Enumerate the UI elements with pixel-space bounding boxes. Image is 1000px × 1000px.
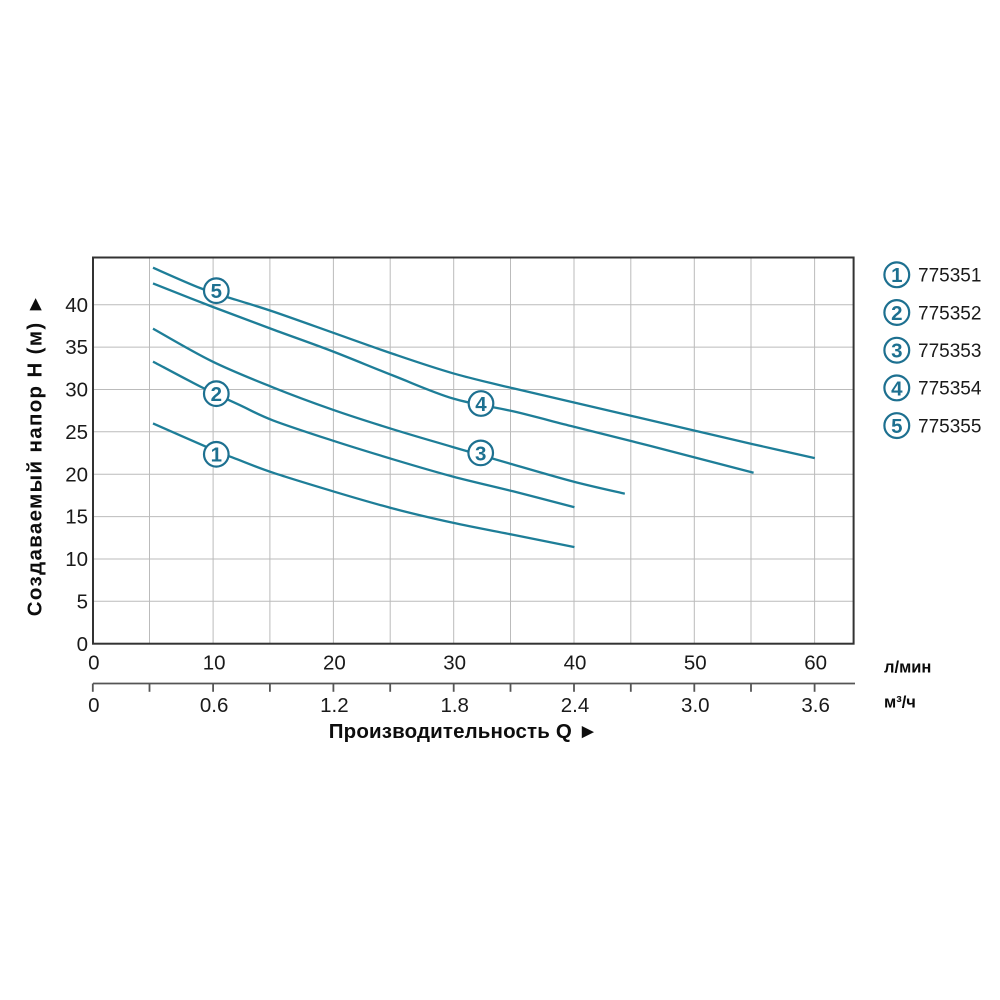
svg-text:3.6: 3.6 xyxy=(801,694,830,717)
svg-text:25: 25 xyxy=(65,421,88,444)
svg-text:35: 35 xyxy=(65,336,88,359)
svg-text:10: 10 xyxy=(65,548,88,571)
svg-text:10: 10 xyxy=(203,652,226,675)
svg-text:2.4: 2.4 xyxy=(561,694,590,717)
svg-text:3.0: 3.0 xyxy=(681,694,710,717)
svg-text:2: 2 xyxy=(211,383,222,406)
svg-text:3: 3 xyxy=(891,340,902,363)
svg-text:775353: 775353 xyxy=(918,341,981,362)
svg-text:1.2: 1.2 xyxy=(320,694,349,717)
svg-text:40: 40 xyxy=(65,294,88,317)
svg-text:1: 1 xyxy=(211,444,222,467)
svg-text:20: 20 xyxy=(65,463,88,486)
svg-text:40: 40 xyxy=(564,652,587,675)
svg-text:15: 15 xyxy=(65,506,88,529)
svg-text:60: 60 xyxy=(804,652,827,675)
svg-text:0: 0 xyxy=(77,633,88,656)
svg-text:1.8: 1.8 xyxy=(440,694,469,717)
svg-text:775354: 775354 xyxy=(918,379,982,400)
svg-text:м³/ч: м³/ч xyxy=(884,694,916,712)
svg-text:775352: 775352 xyxy=(918,303,981,324)
svg-text:л/мин: л/мин xyxy=(884,659,931,677)
svg-text:3: 3 xyxy=(475,442,486,465)
svg-text:30: 30 xyxy=(443,652,466,675)
svg-text:Создаваемый напор H (м) ►: Создаваемый напор H (м) ► xyxy=(24,293,47,616)
svg-text:4: 4 xyxy=(475,393,487,416)
svg-text:775351: 775351 xyxy=(918,266,981,287)
svg-text:775355: 775355 xyxy=(918,416,981,437)
svg-text:4: 4 xyxy=(891,377,903,400)
svg-text:Производительность Q ►: Производительность Q ► xyxy=(329,720,598,743)
svg-text:30: 30 xyxy=(65,379,88,402)
svg-text:5: 5 xyxy=(211,280,222,303)
svg-text:50: 50 xyxy=(684,652,707,675)
svg-text:5: 5 xyxy=(77,590,88,613)
svg-text:5: 5 xyxy=(891,415,902,438)
svg-text:1: 1 xyxy=(891,264,902,287)
svg-text:2: 2 xyxy=(891,302,902,325)
svg-text:0: 0 xyxy=(88,652,99,675)
svg-text:20: 20 xyxy=(323,652,346,675)
svg-text:0: 0 xyxy=(88,694,99,717)
svg-text:0.6: 0.6 xyxy=(200,694,229,717)
